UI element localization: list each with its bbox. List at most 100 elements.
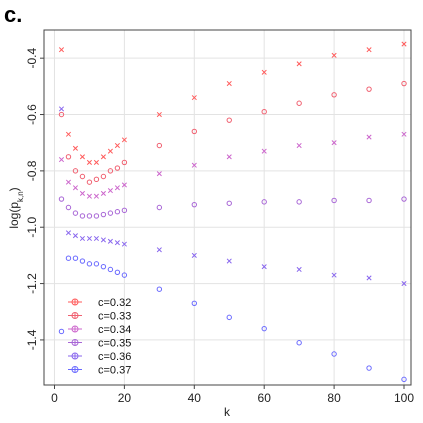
data-point [296, 199, 302, 205]
y-axis-label: log(pk,n) [7, 187, 25, 228]
legend: c=0.32 c=0.33c=0.34 c=0.35c=0.36 c=0.37 [68, 297, 131, 377]
data-point [114, 185, 120, 191]
x-tick-label: 20 [118, 391, 132, 405]
data-point [72, 255, 79, 261]
data-point [107, 148, 113, 154]
data-point [86, 179, 93, 185]
data-point [86, 261, 93, 267]
data-point [121, 182, 127, 188]
x-tick-label: 40 [188, 391, 202, 405]
data-point [93, 193, 99, 199]
data-point [93, 261, 100, 267]
data-point [296, 266, 302, 273]
legend-item: c=0.37 [68, 365, 131, 377]
data-point [65, 154, 72, 160]
data-point [156, 204, 163, 211]
data-point [191, 95, 197, 101]
data-point [58, 111, 65, 118]
grid [44, 30, 411, 385]
legend-item: c=0.33 [68, 311, 131, 323]
data-point [121, 241, 127, 247]
panel-label: c. [4, 2, 22, 27]
data-point [114, 209, 121, 215]
data-point [114, 142, 120, 149]
data-point [121, 137, 127, 143]
data-point [401, 41, 407, 47]
data-point [226, 200, 232, 206]
data-point [107, 266, 114, 273]
legend-label: c=0.34 [98, 324, 131, 336]
data-point [156, 247, 162, 253]
data-point [79, 235, 86, 242]
data-point [261, 325, 267, 332]
series-c=0.35 [58, 196, 407, 219]
y-tick-label: -1.0 [25, 217, 39, 238]
data-point [72, 210, 79, 216]
data-point [72, 168, 79, 174]
data-point [261, 148, 267, 154]
data-point [191, 252, 197, 258]
data-point [331, 52, 337, 58]
data-point [296, 100, 302, 106]
data-point [79, 190, 86, 196]
data-point [296, 61, 302, 67]
x-tick-label: 0 [51, 391, 58, 405]
legend-label: c=0.32 [98, 297, 131, 309]
y-tick-label: -0.4 [25, 48, 39, 69]
data-point [226, 314, 232, 321]
data-point [58, 328, 65, 335]
data-point [107, 188, 113, 194]
data-point [331, 197, 337, 204]
data-point [121, 207, 128, 214]
data-point [100, 237, 106, 243]
legend-item: c=0.35 [68, 338, 131, 350]
data-point [65, 255, 72, 261]
data-point [86, 193, 92, 199]
data-point [114, 269, 121, 276]
data-point [261, 109, 267, 115]
data-point [401, 80, 407, 87]
data-point [366, 365, 372, 371]
plot-area [43, 29, 412, 386]
data-point [156, 171, 162, 177]
legend-item: c=0.36 [68, 351, 131, 363]
data-point [331, 272, 337, 278]
legend-item: c=0.32 [68, 297, 131, 309]
data-point [191, 162, 197, 168]
data-point [331, 140, 337, 146]
data-point [79, 173, 86, 180]
data-point [93, 176, 100, 183]
data-point [296, 142, 302, 149]
data-point [191, 128, 197, 135]
x-tick-label: 100 [394, 391, 414, 405]
series-c=0.33 [58, 80, 407, 185]
data-point [107, 168, 114, 174]
data-point [93, 235, 99, 242]
data-point [79, 154, 86, 160]
data-point [65, 131, 72, 137]
legend-label: c=0.33 [98, 311, 131, 323]
data-point [58, 106, 65, 112]
data-point [93, 213, 100, 219]
legend-label: c=0.35 [98, 338, 131, 350]
data-point [79, 213, 86, 219]
x-axis: 0 20 40 60 80 100 [51, 385, 414, 405]
data-point [261, 264, 267, 270]
y-tick-label: -0.6 [25, 104, 39, 125]
series-c=0.32 [58, 41, 407, 165]
data-point [366, 47, 372, 53]
data-point [79, 258, 86, 264]
data-point [156, 111, 162, 118]
legend-label: c=0.36 [98, 351, 131, 363]
y-axis: -1.4 -1.2 -1.0 -0.8 -0.6 -0.4 [25, 48, 44, 350]
data-point [261, 199, 267, 205]
series-c=0.36 [58, 106, 407, 287]
data-point [226, 258, 232, 264]
data-point [156, 142, 163, 149]
y-tick-label: -1.4 [25, 329, 39, 350]
series-c=0.37 [58, 255, 407, 383]
data-point [86, 159, 92, 165]
data-point [366, 134, 372, 140]
data-point [86, 213, 93, 219]
